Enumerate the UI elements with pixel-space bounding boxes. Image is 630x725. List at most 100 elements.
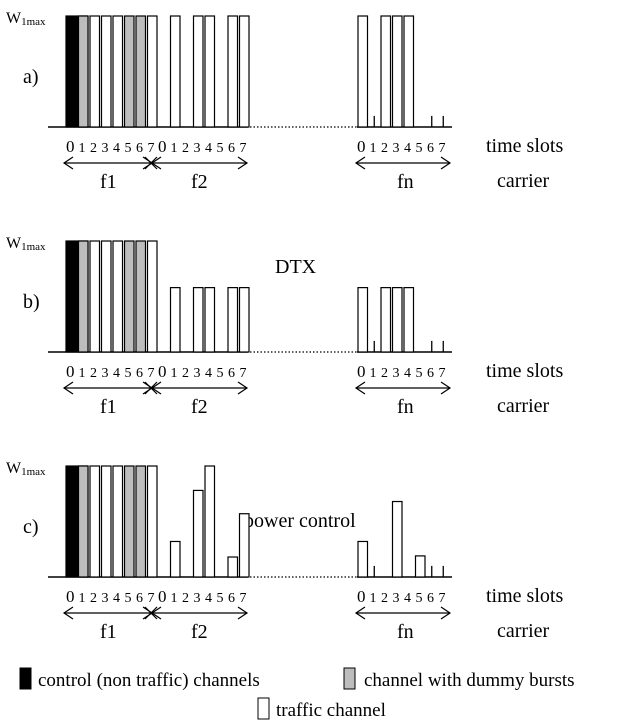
burst-traffic-f2-slot-4 [204, 465, 216, 578]
burst-traffic-fn-slot-2 [380, 15, 392, 128]
slot-label-f1-2: 2 [90, 141, 97, 156]
burst-traffic-f1-slot-2 [89, 15, 101, 128]
time-slots-label: time slots [486, 360, 563, 382]
carrier-name-fn: fn [397, 171, 414, 193]
burst-traffic-f1-slot-3 [100, 465, 112, 578]
carrier-arrow-f2-head-left [150, 606, 162, 620]
burst-dummy-f1-slot-6 [135, 465, 147, 578]
slot-label-f2-1: 1 [171, 591, 178, 606]
slot-label-f2-5: 5 [217, 366, 224, 381]
carrier-arrow-fn-head-right [440, 606, 452, 620]
slot-label-fn-7: 7 [439, 141, 446, 156]
legend-label-control: control (non traffic) channels [38, 670, 260, 691]
burst-dummy-f1-slot-1 [77, 465, 89, 578]
slot-label-fn-1: 1 [370, 366, 377, 381]
burst-traffic-f1-slot-7 [146, 465, 158, 578]
panel-annotation: DTX [275, 256, 317, 278]
slot-label-f1-3: 3 [102, 141, 109, 156]
slot-label-fn-0: 0 [357, 362, 366, 381]
burst-traffic-f2-slot-6 [227, 287, 239, 353]
slot-label-f2-3: 3 [194, 591, 201, 606]
carrier-arrow-fn-head-left [354, 381, 366, 395]
slot-label-f2-2: 2 [182, 366, 189, 381]
panel-label: c) [23, 516, 39, 538]
carrier-label: carrier [497, 620, 550, 642]
slot-label-f1-5: 5 [125, 366, 132, 381]
slot-label-fn-2: 2 [381, 141, 388, 156]
carrier-name-f2: f2 [191, 621, 208, 643]
burst-traffic-f2-slot-1 [169, 287, 181, 353]
burst-traffic-fn-slot-4 [403, 287, 415, 353]
burst-dummy-f1-slot-5 [123, 465, 135, 578]
carrier-arrow-f2-head-right [237, 381, 249, 395]
slot-label-f2-4: 4 [205, 366, 212, 381]
slot-label-fn-4: 4 [404, 591, 411, 606]
slot-label-fn-2: 2 [381, 591, 388, 606]
slot-label-f2-2: 2 [182, 141, 189, 156]
slot-label-f2-6: 6 [228, 366, 235, 381]
slot-label-fn-0: 0 [357, 587, 366, 606]
carrier-arrow-f2-head-right [237, 606, 249, 620]
slot-label-f1-2: 2 [90, 366, 97, 381]
panel-annotation: power control [244, 510, 356, 532]
burst-traffic-f1-slot-3 [100, 15, 112, 128]
burst-traffic-fn-slot-3 [391, 287, 403, 353]
slot-label-f2-7: 7 [240, 591, 247, 606]
burst-traffic-fn-slot-0 [357, 287, 369, 353]
legend-swatch-traffic [257, 697, 270, 720]
burst-dummy-f1-slot-5 [123, 240, 135, 353]
burst-traffic-f1-slot-4 [112, 15, 124, 128]
burst-traffic-f1-slot-2 [89, 240, 101, 353]
slot-label-f2-7: 7 [240, 141, 247, 156]
slot-label-fn-6: 6 [427, 366, 434, 381]
slot-label-f2-4: 4 [205, 591, 212, 606]
slot-label-fn-2: 2 [381, 366, 388, 381]
slot-label-fn-1: 1 [370, 591, 377, 606]
slot-label-fn-3: 3 [393, 591, 400, 606]
time-slots-label: time slots [486, 585, 563, 607]
slot-label-f1-1: 1 [79, 591, 86, 606]
burst-dummy-f1-slot-1 [77, 15, 89, 128]
burst-dummy-f1-slot-5 [123, 15, 135, 128]
slot-label-f1-0: 0 [66, 362, 75, 381]
carrier-arrow-f2-head-left [150, 156, 162, 170]
burst-traffic-f2-slot-7 [238, 15, 250, 128]
slot-label-f1-3: 3 [102, 366, 109, 381]
carrier-arrow-fn-head-right [440, 381, 452, 395]
carrier-name-f2: f2 [191, 171, 208, 193]
carrier-arrow-f1-head-left [62, 606, 74, 620]
legend-label-dummy: channel with dummy bursts [364, 670, 575, 691]
slot-label-f2-7: 7 [240, 366, 247, 381]
burst-traffic-f1-slot-3 [100, 240, 112, 353]
slot-label-f1-1: 1 [79, 141, 86, 156]
slot-label-f1-7: 7 [148, 141, 155, 156]
burst-traffic-f2-slot-1 [169, 15, 181, 128]
burst-traffic-fn-slot-0 [357, 15, 369, 128]
slot-label-f2-6: 6 [228, 141, 235, 156]
slot-label-fn-5: 5 [416, 141, 423, 156]
carrier-name-f1: f1 [100, 396, 117, 418]
slot-label-f1-2: 2 [90, 591, 97, 606]
carrier-arrow-f2-head-left [150, 381, 162, 395]
burst-traffic-f1-slot-2 [89, 465, 101, 578]
slot-label-f2-1: 1 [171, 141, 178, 156]
panel-label: a) [23, 66, 39, 88]
slot-label-f2-3: 3 [194, 141, 201, 156]
burst-dummy-f1-slot-6 [135, 240, 147, 353]
slot-label-f2-4: 4 [205, 141, 212, 156]
carrier-arrow-f1-head-left [62, 381, 74, 395]
slot-label-f1-0: 0 [66, 587, 75, 606]
burst-traffic-fn-slot-3 [391, 15, 403, 128]
burst-traffic-fn-slot-5 [414, 555, 426, 578]
burst-traffic-f1-slot-4 [112, 240, 124, 353]
slot-label-f1-7: 7 [148, 366, 155, 381]
slot-label-f2-6: 6 [228, 591, 235, 606]
slot-label-f1-6: 6 [136, 366, 143, 381]
burst-dummy-f1-slot-1 [77, 240, 89, 353]
legend-swatch-control [19, 667, 32, 690]
carrier-name-f1: f1 [100, 621, 117, 643]
